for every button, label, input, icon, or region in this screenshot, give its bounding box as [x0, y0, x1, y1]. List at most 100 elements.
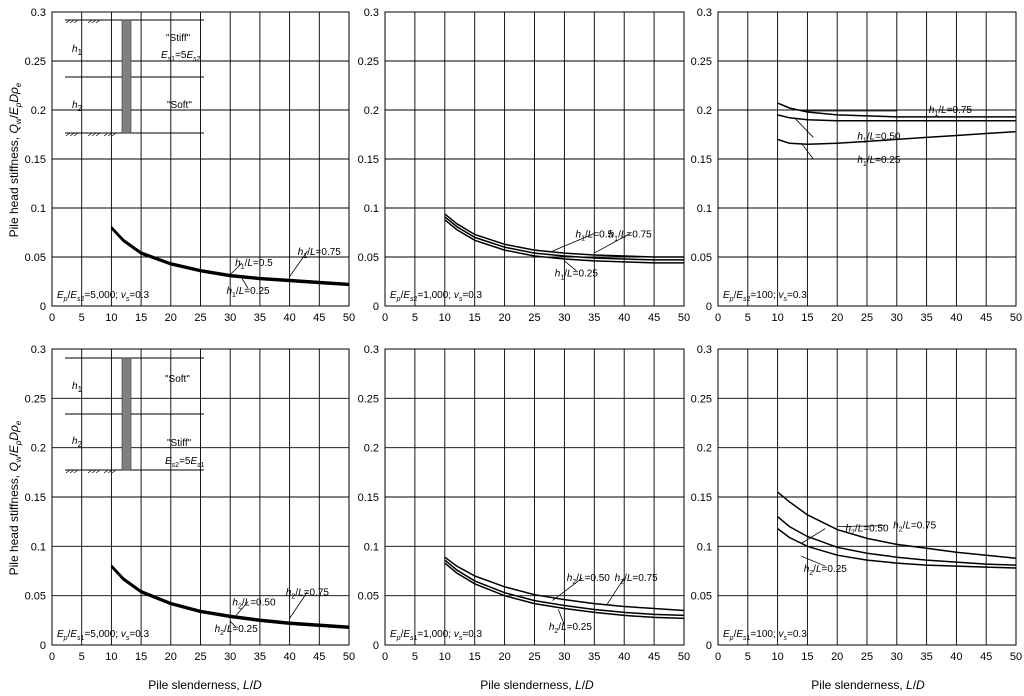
- x-tick-label: 30: [224, 651, 236, 663]
- svg-text:h2: h2: [72, 436, 83, 449]
- x-tick-label: 35: [588, 651, 600, 663]
- x-tick-label: 15: [801, 651, 813, 663]
- y-tick-label: 0.15: [691, 492, 712, 504]
- y-tick-label: 0.2: [31, 443, 46, 455]
- svg-text:h1: h1: [72, 381, 83, 394]
- series-line-2: [110, 227, 350, 286]
- x-tick-label: 45: [980, 651, 992, 663]
- series-line-1: [777, 130, 1017, 146]
- y-tick-label: 0.25: [358, 393, 379, 405]
- leader-line: [289, 591, 308, 619]
- series-line-2: [110, 565, 350, 628]
- series-label: h1/L=0.25: [857, 155, 901, 168]
- x-tick-label: 50: [1010, 651, 1022, 663]
- y-tick-label: 0.3: [697, 7, 712, 19]
- x-tick-label: 10: [105, 651, 117, 663]
- x-tick-label: 30: [891, 312, 903, 324]
- y-tick-label: 0.1: [697, 203, 712, 215]
- x-tick-label: 35: [254, 312, 266, 324]
- y-tick-label: 0.05: [25, 252, 46, 264]
- inset-bottom: h1 h2 "Soft" "Stiff" Es2=5Es1: [65, 357, 205, 474]
- x-tick-label: 0: [49, 312, 55, 324]
- svg-text:h1: h1: [72, 44, 83, 57]
- y-tick-label: 0.25: [25, 393, 46, 405]
- y-axis-label-top: Pile head stiffness, Qw/EpDρe: [7, 82, 23, 237]
- x-tick-label: 20: [831, 312, 843, 324]
- x-axis-label-1: Pile slenderness, L/D: [148, 678, 262, 692]
- y-tick-label: 0: [706, 301, 712, 313]
- series-line-3: [777, 102, 1016, 118]
- x-tick-label: 25: [528, 312, 540, 324]
- series-line-1: [444, 562, 685, 620]
- pile-shape: [121, 19, 132, 134]
- param-label: Ep/Es1=5,000; vs=0.3: [57, 629, 150, 642]
- svg-text:"Soft": "Soft": [165, 374, 190, 385]
- x-tick-label: 25: [861, 312, 873, 324]
- plot-frame: [717, 348, 1017, 646]
- y-tick-label: 0.15: [358, 492, 379, 504]
- x-tick-label: 45: [648, 312, 660, 324]
- x-tick-label: 5: [412, 312, 418, 324]
- x-tick-label: 45: [313, 651, 325, 663]
- x-tick-label: 0: [382, 312, 388, 324]
- plot-frame: [717, 11, 1017, 307]
- svg-text:Es2=5Es1: Es2=5Es1: [165, 456, 205, 469]
- leader-line: [801, 555, 826, 567]
- series-line-3: [110, 226, 350, 285]
- y-tick-label: 0.25: [691, 56, 712, 68]
- series-label: h2/L=0.75: [893, 521, 937, 534]
- svg-text:"Stiff": "Stiff": [167, 438, 192, 449]
- series-label: h2/L=0.50: [567, 573, 611, 586]
- leader-line: [594, 233, 631, 254]
- param-label: Ep/Es2=5,000; vs=0.3: [57, 290, 150, 303]
- series-label: h1/L=0.5: [576, 229, 614, 242]
- x-tick-label: 40: [950, 312, 962, 324]
- chart-panel-3: 0 5 10 15 20 25 30 35 40 45 50 0 0.05 0.1 0.15 0.2 0.25 0…: [691, 7, 1023, 324]
- series-line-1: [777, 527, 1017, 569]
- y-axis-label-bottom: Pile head stiffness, Qw/EpDρe: [7, 420, 23, 575]
- x-tick-label: 20: [498, 312, 510, 324]
- series-line-3: [444, 556, 685, 612]
- leader-line: [558, 609, 565, 626]
- x-tick-label: 50: [1010, 312, 1022, 324]
- y-tick-label: 0.1: [364, 203, 379, 215]
- leader-line: [229, 262, 243, 275]
- x-tick-label: 5: [412, 651, 418, 663]
- series-label: h2/L=0.25: [215, 624, 259, 637]
- y-tick-label: 0.05: [691, 591, 712, 603]
- hatch-ground-2: [65, 469, 117, 474]
- plot-frame: [51, 348, 350, 646]
- x-tick-label: 5: [745, 312, 751, 324]
- series-label: h2/L=0.25: [549, 622, 593, 635]
- series-label: h1/L=0.75: [609, 229, 653, 242]
- x-tick-label: 30: [558, 651, 570, 663]
- x-tick-label: 0: [715, 312, 721, 324]
- param-label: Ep/Es2=100; vs=0.3: [723, 290, 807, 303]
- y-tick-label: 0.15: [25, 154, 46, 166]
- series-label: h1/L=0.25: [555, 269, 599, 282]
- series-line-3: [777, 491, 1017, 559]
- x-tick-label: 0: [715, 651, 721, 663]
- x-tick-label: 0: [49, 651, 55, 663]
- param-label: Ep/Es2=1,000; vs=0.3: [390, 290, 483, 303]
- series-label: h1/L=0.50: [857, 131, 901, 144]
- y-tick-label: 0.1: [31, 541, 46, 553]
- leader-line: [801, 143, 814, 160]
- x-tick-label: 35: [254, 651, 266, 663]
- x-tick-label: 15: [135, 312, 147, 324]
- leader-line: [241, 278, 249, 289]
- series-line-2: [777, 114, 1016, 122]
- x-tick-label: 40: [283, 651, 295, 663]
- chart-panel-2: 0 5 10 15 20 25 30 35 40 45 50 0 0.05 0.1 0.15 0.2 0.25 0…: [358, 7, 691, 324]
- x-tick-label: 15: [135, 651, 147, 663]
- leader-line: [289, 250, 308, 277]
- series-line-2: [444, 216, 684, 261]
- x-tick-label: 40: [618, 651, 630, 663]
- y-tick-label: 0: [706, 640, 712, 652]
- series-label: h2/L=0.50: [232, 598, 276, 611]
- y-tick-label: 0.3: [31, 7, 46, 19]
- x-tick-label: 5: [745, 651, 751, 663]
- leader-line: [837, 525, 885, 527]
- x-tick-label: 25: [194, 312, 206, 324]
